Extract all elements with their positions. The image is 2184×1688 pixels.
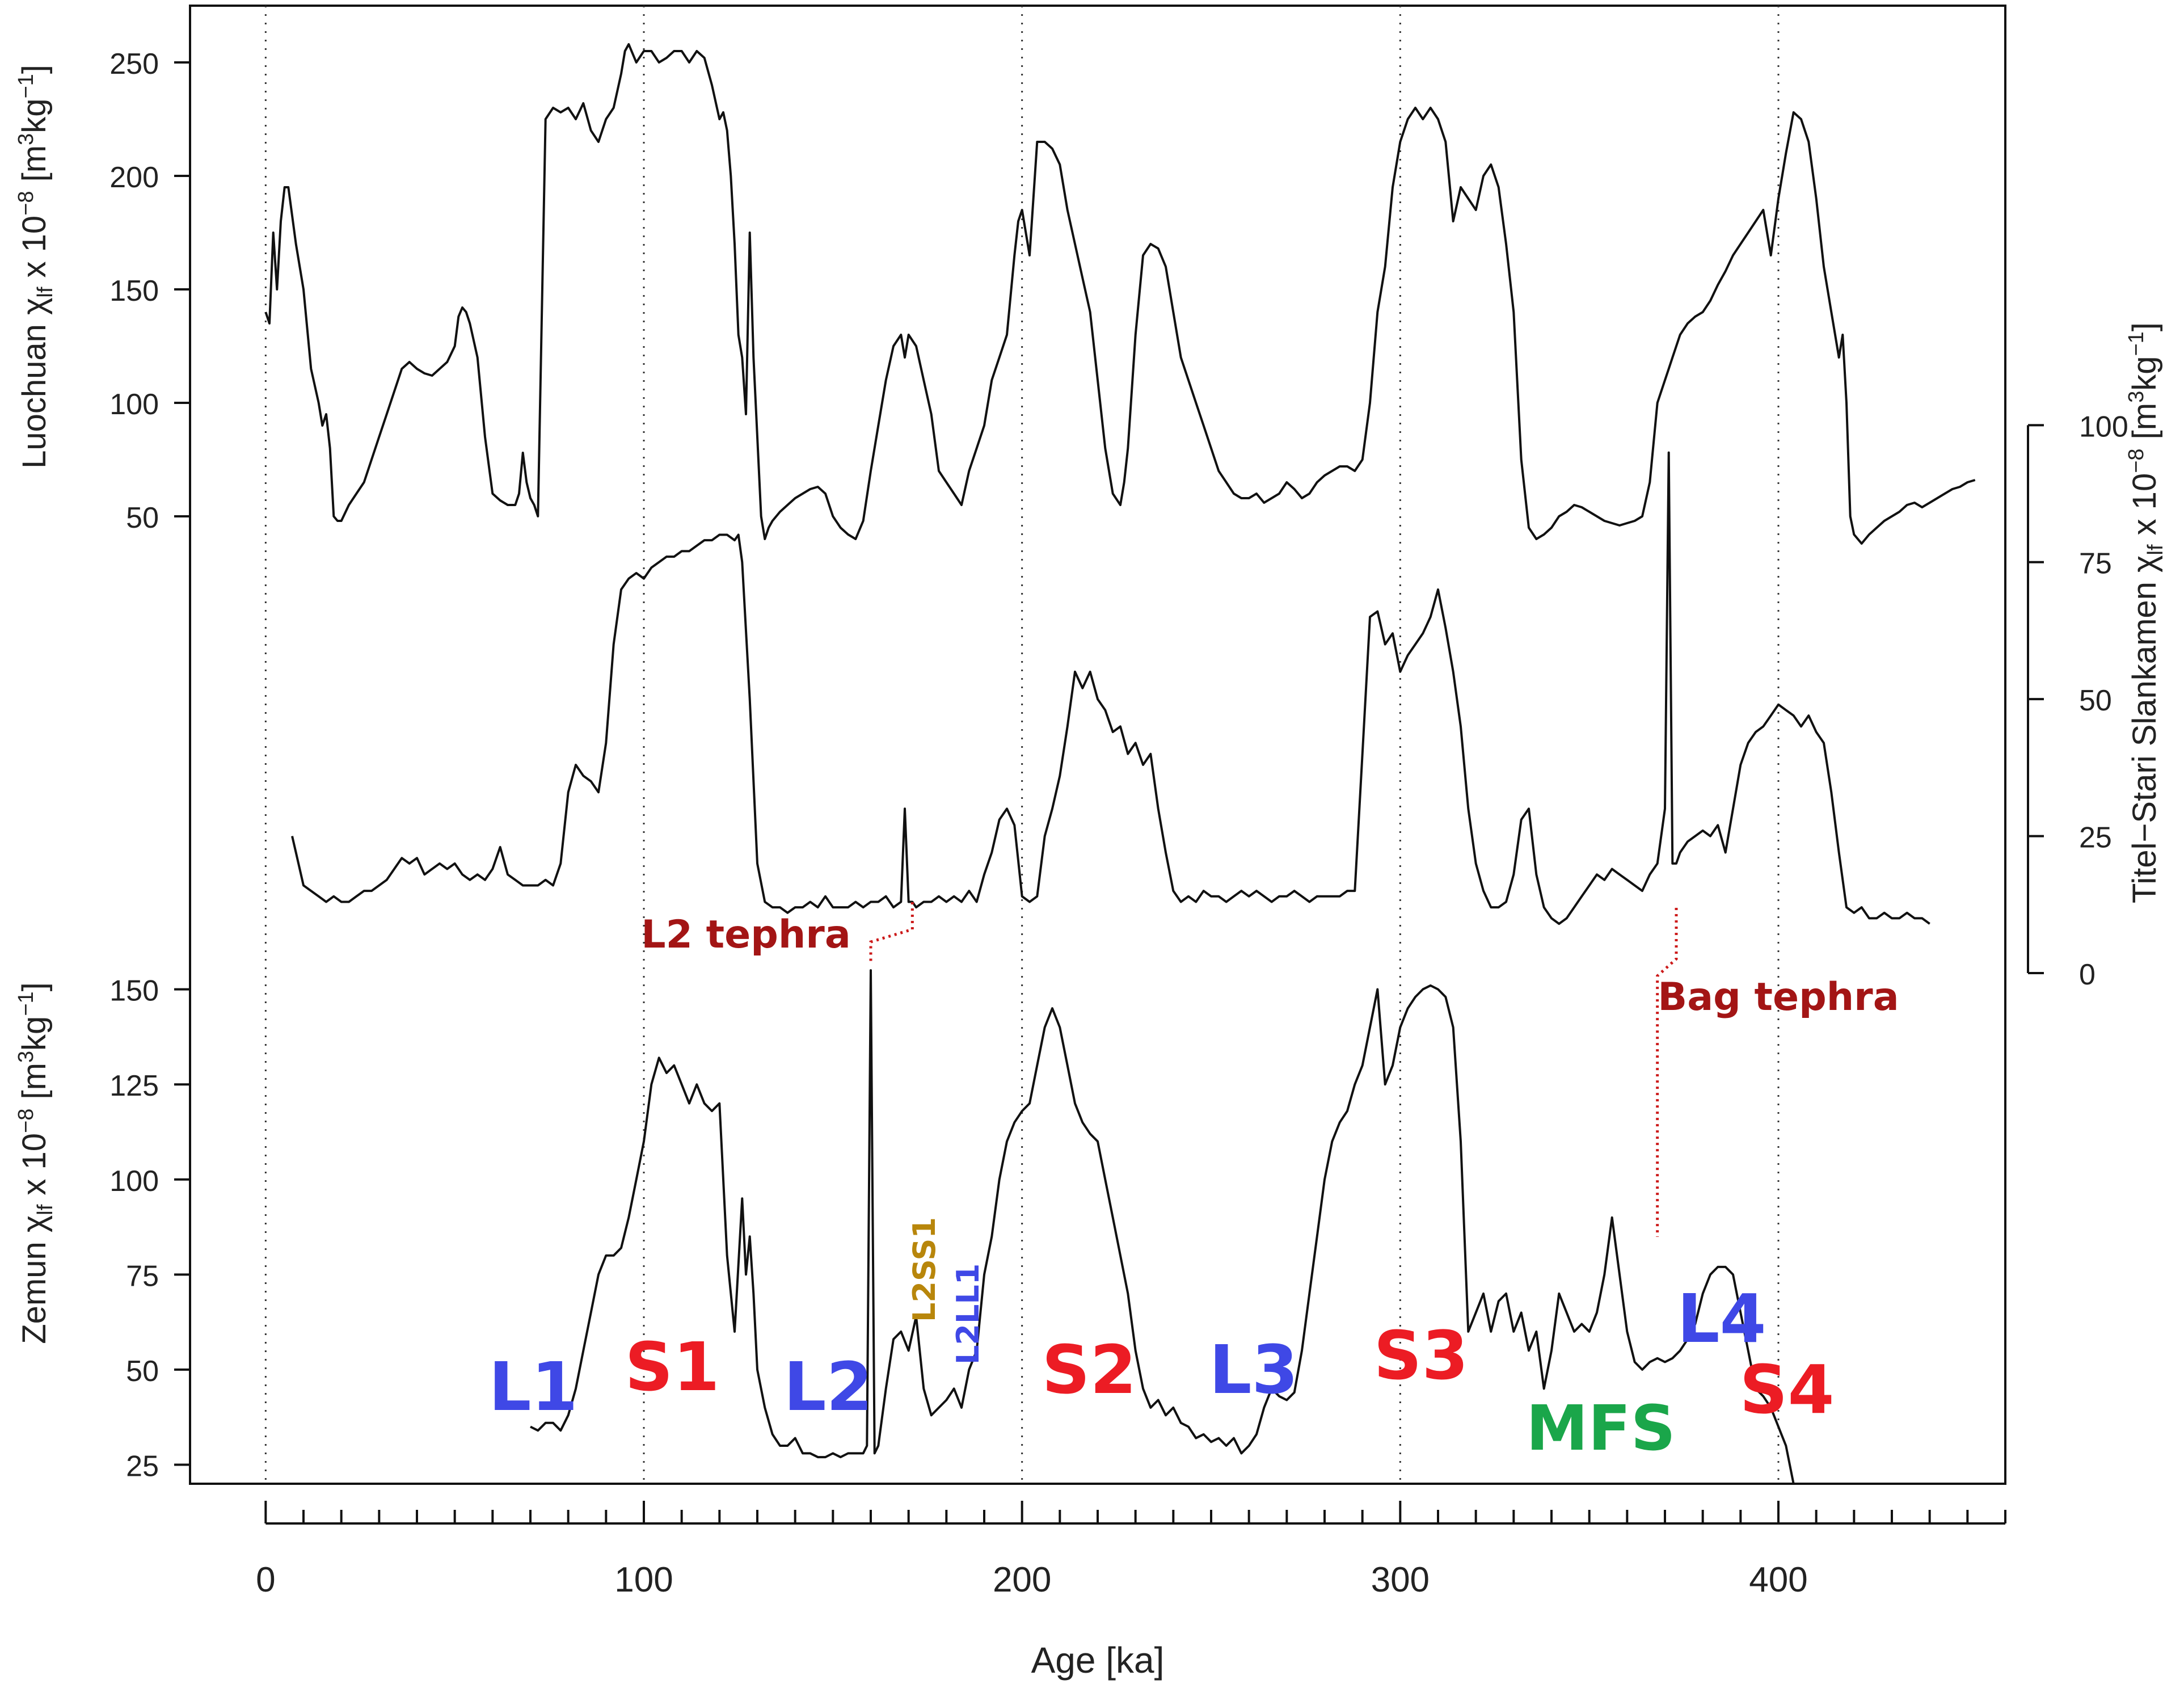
x-tick-label-200: 200 — [993, 1560, 1051, 1599]
x-axis-label: Age [ka] — [1031, 1640, 1165, 1681]
label-S3: S3 — [1373, 1316, 1468, 1395]
label-L2SS1: L2SS1 — [907, 1217, 942, 1322]
y-tick-label-titel-stari-slankamen-50: 50 — [2079, 684, 2112, 717]
series-lines — [264, 43, 1976, 1484]
y-tick-label-luochuan-150: 150 — [109, 275, 159, 308]
series-line-zemun — [530, 969, 1795, 1484]
y-tick-label-zemun-125: 125 — [109, 1070, 159, 1102]
x-tick-label-400: 400 — [1749, 1560, 1807, 1599]
y-tick-label-zemun-50: 50 — [126, 1355, 159, 1388]
label-S4: S4 — [1739, 1350, 1834, 1429]
label-MFS: MFS — [1526, 1392, 1676, 1464]
x-tick-label-0: 0 — [256, 1560, 275, 1599]
label-S2: S2 — [1042, 1331, 1136, 1409]
y-tick-label-zemun-150: 150 — [109, 975, 159, 1008]
y-axis-label-titel-stari-slankamen: Titel−Stari Slankamen χlf x 10−8 [m3kg−1… — [2124, 322, 2168, 903]
label-L2-tephra: L2 tephra — [641, 912, 850, 957]
y-axis-label-luochuan: Luochuan χlf x 10−8 [m3kg−1] — [14, 65, 57, 469]
tephra-links — [869, 902, 1678, 1237]
label-L3: L3 — [1209, 1331, 1298, 1409]
y-tick-label-zemun-25: 25 — [126, 1450, 159, 1483]
label-L2: L2 — [783, 1348, 872, 1426]
x-tick-label-300: 300 — [1371, 1560, 1430, 1599]
tephra-link-1 — [1656, 908, 1678, 1237]
tephra-link-0 — [869, 902, 914, 965]
y-tick-label-titel-stari-slankamen-100: 100 — [2079, 410, 2128, 443]
series-line-luochuan — [264, 43, 1976, 545]
y-tick-label-luochuan-200: 200 — [109, 161, 159, 194]
y-tick-label-titel-stari-slankamen-75: 75 — [2079, 548, 2112, 580]
label-bag-tephra: Bag tephra — [1658, 975, 1899, 1020]
y-tick-label-luochuan-250: 250 — [109, 48, 159, 81]
y-tick-label-zemun-75: 75 — [126, 1260, 159, 1293]
label-L4: L4 — [1677, 1279, 1766, 1358]
y-tick-label-luochuan-50: 50 — [126, 502, 159, 534]
x-tick-label-100: 100 — [614, 1560, 673, 1599]
y-axis-label-zemun: Zemun χlf x 10−8 [m3kg−1] — [14, 982, 57, 1344]
y-tick-label-luochuan-100: 100 — [109, 388, 159, 421]
plot-frame — [189, 5, 2006, 1485]
y-tick-label-zemun-100: 100 — [109, 1165, 159, 1198]
y-axes: 50 100 150 200 250 0 25 50 75 100 25 50 75 100 125 150 — [109, 48, 2128, 1483]
label-S1: S1 — [625, 1328, 719, 1406]
series-line-titel-stari-slankamen — [291, 451, 1930, 925]
label-L1: L1 — [488, 1348, 577, 1426]
x-axis: 0 100 200 300 400 — [256, 1501, 2006, 1599]
y-tick-label-titel-stari-slankamen-25: 25 — [2079, 822, 2112, 854]
annotations: L1 S1 L2 L2SS1 L2LL1 S2 L3 S3 MFS L4 S4 … — [488, 912, 1899, 1464]
label-L2LL1: L2LL1 — [950, 1264, 986, 1365]
y-tick-label-titel-stari-slankamen-0: 0 — [2079, 958, 2096, 991]
